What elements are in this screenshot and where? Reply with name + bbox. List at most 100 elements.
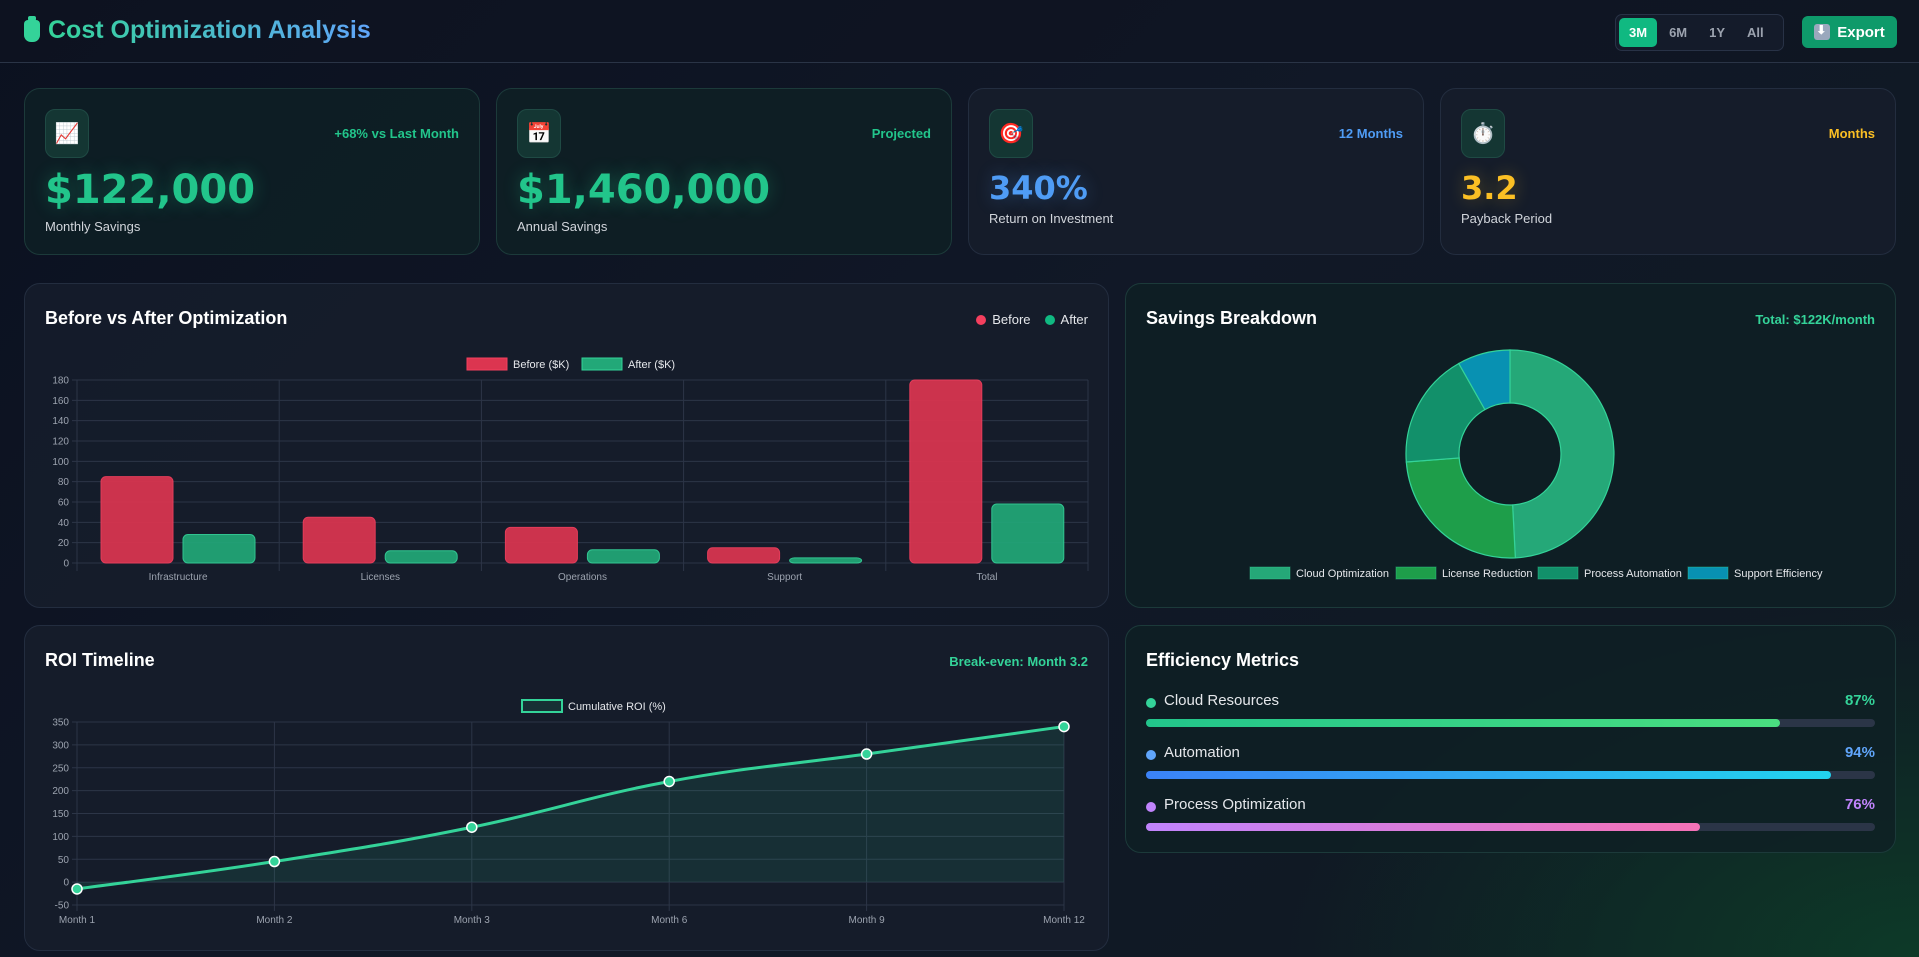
bar-before	[909, 379, 983, 564]
y-tick-label: 350	[52, 718, 69, 729]
donut-slice	[1457, 349, 1511, 411]
page-title: Cost Optimization Analysis	[24, 15, 371, 45]
target-icon: 🎯	[989, 109, 1033, 158]
y-tick-label: 300	[52, 740, 69, 751]
bar-after	[384, 550, 458, 564]
kpi-label: Annual Savings	[517, 219, 608, 234]
kpi-value: $122,000	[45, 167, 256, 213]
legend-swatch	[1395, 566, 1437, 580]
y-tick-label: 250	[52, 763, 69, 774]
roi-area-fill	[77, 726, 1064, 889]
export-button[interactable]: Export	[1802, 16, 1897, 48]
metric-progress-bar	[1146, 823, 1875, 831]
bar-after	[182, 534, 256, 564]
data-point	[71, 883, 83, 895]
kpi-value: 3.2	[1461, 169, 1518, 207]
y-tick-label: 50	[58, 855, 70, 866]
kpi-badge: 12 Months	[1338, 126, 1403, 141]
bar-after	[586, 549, 660, 564]
metric-row: Cloud Resources 87%	[1146, 691, 1875, 731]
legend-label: After ($K)	[628, 359, 675, 371]
donut-slice	[1405, 457, 1516, 559]
metric-dot-icon	[1146, 698, 1156, 708]
y-tick-label: 140	[52, 416, 69, 427]
legend-swatch	[1687, 566, 1729, 580]
roi-timeline-card: ROI Timeline Break-even: Month 3.2 -50 0 5…	[24, 625, 1109, 951]
kpi-card: 📅 Projected $1,460,000 Annual Savings	[496, 88, 952, 255]
legend-label: Process Automation	[1584, 568, 1682, 580]
y-tick-label: 100	[52, 832, 69, 843]
y-tick-label: 150	[52, 809, 69, 820]
download-icon	[1814, 23, 1831, 40]
bar-before	[707, 547, 781, 564]
data-point	[860, 748, 873, 760]
metric-row: Automation 94%	[1146, 743, 1875, 783]
before-after-card: Before vs After Optimization Before Afte…	[24, 283, 1109, 608]
y-tick-label: 200	[52, 786, 69, 797]
metric-value: 87%	[1844, 692, 1875, 709]
legend-after: After	[1044, 312, 1088, 327]
metric-progress-bar	[1146, 771, 1875, 779]
calendar-icon: 📅	[517, 109, 561, 158]
metric-name: Process Optimization	[1164, 796, 1306, 813]
x-tick-label: Month 3	[454, 915, 491, 926]
legend-swatch	[521, 699, 563, 713]
metric-progress-fill	[1146, 771, 1832, 779]
roi-line	[76, 725, 1065, 891]
kpi-label: Payback Period	[1461, 211, 1553, 226]
kpi-card: 📈 +68% vs Last Month $122,000 Monthly Sa…	[24, 88, 480, 255]
metric-name: Cloud Resources	[1164, 692, 1280, 709]
legend-before: Before	[976, 312, 1031, 327]
range-6m-button[interactable]: 6M	[1669, 25, 1688, 40]
chart-increasing-icon: 📈	[45, 109, 89, 158]
y-tick-label: 120	[52, 437, 69, 448]
metric-progress-fill	[1146, 823, 1701, 831]
metric-progress-bar	[1146, 719, 1875, 727]
metric-value: 76%	[1844, 796, 1875, 813]
metric-dot-icon	[1146, 750, 1156, 760]
kpi-card: ⏱️ Months 3.2 Payback Period	[1440, 88, 1896, 255]
header: Cost Optimization Analysis 3M 6M 1Y All …	[0, 0, 1919, 63]
range-1y-button[interactable]: 1Y	[1709, 25, 1726, 40]
kpi-value: $1,460,000	[517, 167, 771, 213]
x-tick-label: Support	[767, 572, 802, 583]
data-point	[268, 855, 281, 868]
metric-dot-icon	[1146, 802, 1156, 812]
savings-total: Total: $122K/month	[1755, 312, 1875, 327]
breakeven-label: Break-even: Month 3.2	[949, 654, 1088, 669]
kpi-badge: Projected	[871, 126, 931, 141]
metric-value: 94%	[1844, 744, 1875, 761]
legend-label: Cumulative ROI (%)	[568, 701, 666, 713]
savings-donut-chart: Cloud Optimization License Reduction Proce…	[1249, 349, 1823, 580]
kpi-label: Return on Investment	[989, 211, 1114, 226]
legend-label: Cloud Optimization	[1296, 568, 1389, 580]
x-tick-label: Operations	[558, 572, 607, 583]
legend-label: Before ($K)	[513, 359, 569, 371]
range-all-button[interactable]: All	[1747, 25, 1764, 40]
bar-before	[504, 526, 578, 564]
y-tick-label: -50	[55, 901, 70, 912]
x-tick-label: Licenses	[361, 572, 400, 583]
metric-progress-fill	[1146, 719, 1781, 727]
kpi-card: 🎯 12 Months 340% Return on Investment	[968, 88, 1424, 255]
x-tick-label: Month 6	[651, 915, 688, 926]
x-tick-label: Month 9	[849, 915, 886, 926]
legend-swatch	[1249, 566, 1291, 580]
card-title: Savings Breakdown	[1146, 308, 1318, 328]
stopwatch-icon: ⏱️	[1461, 109, 1505, 158]
legend-swatch	[1537, 566, 1579, 580]
kpi-label: Monthly Savings	[45, 219, 141, 234]
efficiency-metrics-card: Efficiency Metrics Cloud Resources 87% A…	[1125, 625, 1896, 853]
roi-line-chart: -50 0 50 100 150 200 250 300 350 Month 1 Month 2 Mo…	[52, 699, 1085, 926]
data-point	[466, 821, 478, 833]
x-tick-label: Month 2	[256, 915, 293, 926]
legend: Before After	[976, 312, 1088, 327]
y-tick-label: 160	[52, 396, 69, 407]
money-bag-icon	[24, 15, 40, 42]
x-tick-label: Month 12	[1043, 915, 1085, 926]
bar-after	[789, 557, 863, 564]
range-3m-button[interactable]: 3M	[1619, 18, 1658, 47]
y-tick-label: 100	[52, 457, 69, 468]
kpi-value: 340%	[989, 169, 1088, 207]
y-tick-label: 0	[63, 559, 69, 570]
